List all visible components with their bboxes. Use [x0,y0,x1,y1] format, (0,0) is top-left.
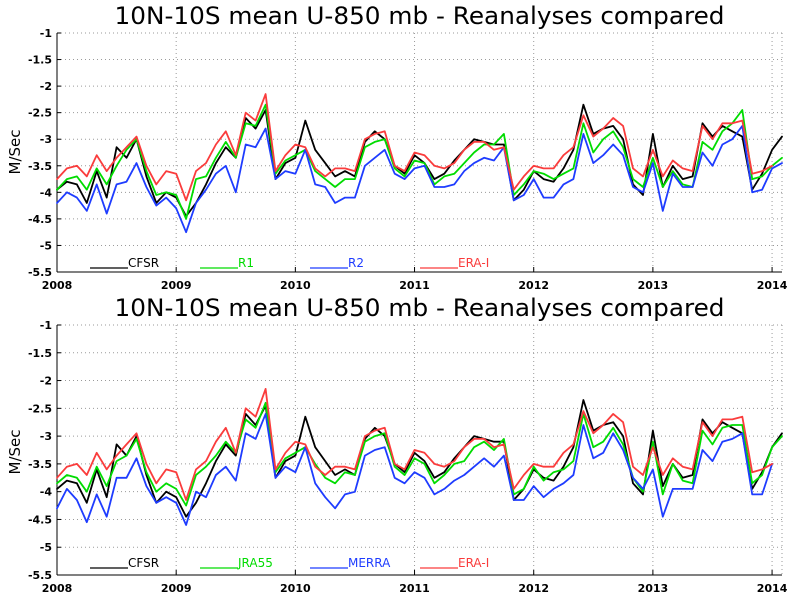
legend-label-cfsr: CFSR [128,256,159,270]
x-tick-label: 2009 [161,582,192,595]
y-tick-label: -4 [40,486,53,499]
y-tick-label: -5 [40,541,52,554]
x-tick-label: 2010 [280,582,311,595]
x-tick-label: 2013 [638,279,669,292]
series-line-merra [56,412,773,526]
legend-label-r1: R1 [238,256,254,270]
legend-label-jra55: JRA55 [237,556,273,570]
series-line-era-i [56,93,773,202]
x-tick-label: 2012 [518,279,549,292]
y-tick-label: -2.5 [28,107,52,120]
legend-label-era-i: ERA-I [458,256,489,270]
y-tick-label: -1 [40,27,52,40]
y-tick-label: -5.5 [28,266,52,279]
x-tick-label: 2014 [757,582,788,595]
legend-label-era-i: ERA-I [458,556,489,570]
chart-title: 10N-10S mean U-850 mb - Reanalyses compa… [115,294,725,322]
y-tick-label: -2.5 [28,402,52,415]
x-tick-label: 2012 [518,582,549,595]
y-tick-label: -3 [40,133,52,146]
legend-label-r2: R2 [348,256,364,270]
series-line-era-i [56,387,773,501]
y-tick-label: -4.5 [28,513,52,526]
y-tick-label: -2 [40,80,52,93]
x-tick-label: 2008 [42,279,73,292]
y-tick-label: -3 [40,430,52,443]
legend-item-era-i: ERA-I [420,556,489,570]
series-line-cfsr [56,399,783,518]
legend-item-merra: MERRA [310,556,391,570]
legend-item-cfsr: CFSR [90,556,159,570]
y-tick-label: -3.5 [28,160,52,173]
legend-label-cfsr: CFSR [128,556,159,570]
chart-title: 10N-10S mean U-850 mb - Reanalyses compa… [115,2,725,30]
series-line-r1 [56,103,783,220]
x-tick-label: 2011 [399,279,430,292]
x-tick-label: 2009 [161,279,192,292]
y-tick-label: -5 [40,239,52,252]
legend-item-r1: R1 [200,256,254,270]
y-tick-label: -4.5 [28,213,52,226]
y-tick-label: -1.5 [28,54,52,67]
y-axis-label: M/Sec [6,430,24,475]
series-line-jra55 [56,401,783,507]
legend-item-jra55: JRA55 [200,556,273,570]
y-tick-label: -1.5 [28,347,52,360]
legend-item-era-i: ERA-I [420,256,489,270]
chart-cfsr-r1-r2-erai: 10N-10S mean U-850 mb - Reanalyses compa… [6,2,788,292]
y-axis-label: M/Sec [6,130,24,175]
y-tick-label: -2 [40,375,52,388]
x-tick-label: 2013 [638,582,669,595]
series-line-r2 [56,125,783,234]
x-tick-label: 2008 [42,582,73,595]
y-tick-label: -5.5 [28,569,52,582]
x-tick-label: 2014 [757,279,788,292]
legend-item-r2: R2 [310,256,364,270]
legend-label-merra: MERRA [348,556,391,570]
legend-item-cfsr: CFSR [90,256,159,270]
chart-cfsr-jra55-merra-erai: 10N-10S mean U-850 mb - Reanalyses compa… [6,294,788,595]
y-tick-label: -3.5 [28,458,52,471]
x-tick-label: 2011 [399,582,430,595]
x-tick-label: 2010 [280,279,311,292]
y-tick-label: -4 [40,186,53,199]
y-tick-label: -1 [40,319,52,332]
